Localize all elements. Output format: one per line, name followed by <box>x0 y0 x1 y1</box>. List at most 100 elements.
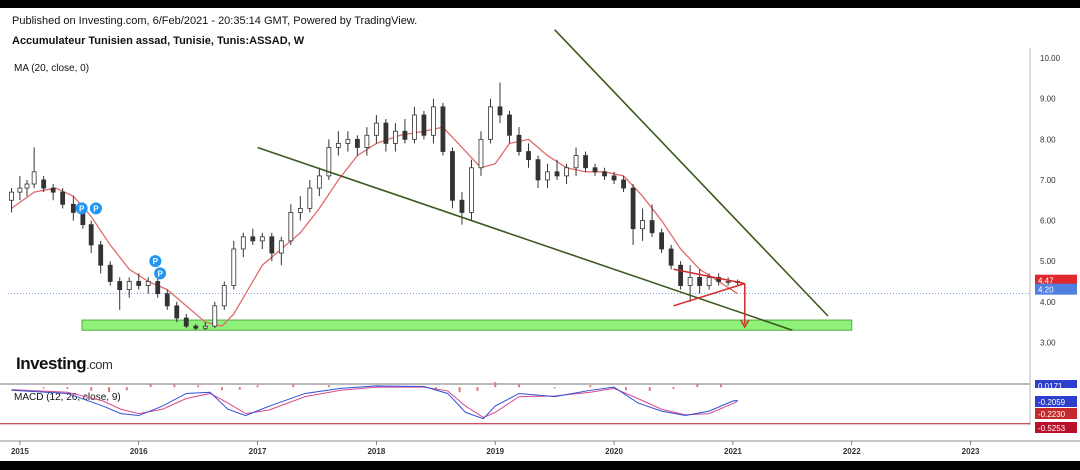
trend-line <box>257 146 793 331</box>
macd-value-label: -0.2059 <box>1035 396 1077 407</box>
candle-body <box>364 134 370 148</box>
macd-hist-bar <box>696 384 699 388</box>
macd-pane <box>0 382 1030 425</box>
signal-value-label: -0.2230 <box>1035 408 1077 419</box>
candle-body <box>31 171 37 185</box>
candle-body <box>564 167 569 177</box>
candle-body <box>573 155 579 169</box>
macd-hist-bar <box>624 387 627 391</box>
x-tick-label: 2018 <box>367 447 385 456</box>
candle-body <box>459 199 465 213</box>
signal-value-label-bg <box>1035 408 1077 419</box>
y-tick-label: 6.00 <box>1040 217 1056 226</box>
value-labels: 4.474.20 0.0171 -0.2059 -0.2230 -0.5253 <box>1035 274 1077 433</box>
candle-body <box>212 305 218 327</box>
p-marker[interactable]: P <box>154 267 167 280</box>
candle-body <box>259 236 265 242</box>
p-marker[interactable]: P <box>149 255 162 268</box>
candle-body <box>60 191 66 205</box>
x-tick-label: 2019 <box>486 447 504 456</box>
candle-body <box>611 175 617 181</box>
hist-value-label: -0.5253 <box>1035 422 1077 433</box>
macd-top-label-bg <box>1035 380 1077 388</box>
candle-body <box>354 138 360 148</box>
x-tick-label: 2021 <box>724 447 742 456</box>
candle-body <box>269 236 275 254</box>
candle-body <box>288 212 294 242</box>
macd-hist-bar <box>553 387 556 389</box>
last-price-label-bg <box>1035 274 1077 286</box>
candle-body <box>41 179 47 189</box>
candle-body <box>240 236 246 250</box>
candle-body <box>17 187 23 193</box>
candle-body <box>640 220 645 230</box>
candle-body <box>117 281 123 290</box>
candle-body <box>126 281 132 290</box>
y-tick-label: 5.00 <box>1040 257 1056 266</box>
candle-body <box>554 171 560 177</box>
macd-hist-bar <box>672 387 675 390</box>
x-tick-label: 2015 <box>11 447 29 456</box>
macd-hist-bar <box>66 387 69 390</box>
p-marker-circle <box>154 267 167 280</box>
candle-body <box>136 281 142 286</box>
candle-body <box>326 147 332 177</box>
p-marker[interactable]: P <box>89 202 102 215</box>
candle-body <box>316 175 322 189</box>
candle-body <box>335 143 341 148</box>
signal-value-label-text: -0.2230 <box>1038 410 1066 419</box>
candle-body <box>516 134 522 152</box>
axes: 3.00 4.00 5.00 6.00 7.00 8.00 9.00 10.00 2015 201… <box>0 48 1080 456</box>
candle-body <box>469 167 474 213</box>
macd-hist-bar <box>256 385 259 388</box>
macd-hist-bar <box>375 385 378 388</box>
candle-body <box>345 138 351 144</box>
candle-body <box>621 179 626 189</box>
candle-body <box>202 325 208 329</box>
macd-indicator-label: MACD (12, 26, close, 9) <box>14 392 121 403</box>
macd-hist-bar <box>589 385 592 388</box>
y-tick-label: 10.00 <box>1040 54 1061 63</box>
candle-body <box>145 281 151 286</box>
triangle-pattern <box>673 268 750 329</box>
candle-body <box>421 114 427 136</box>
instrument-title: Accumulateur Tunisien assad, Tunisie, Tu… <box>12 35 305 47</box>
investing-logo: Investing.com <box>16 354 113 374</box>
macd-value-label-text: -0.2059 <box>1038 398 1066 407</box>
last-price-label: 4.47 <box>1035 274 1077 286</box>
candle-body <box>88 224 94 246</box>
candle-body <box>630 187 636 230</box>
x-tick-label: 2017 <box>249 447 267 456</box>
macd-hist-bar <box>720 383 723 388</box>
candle-body <box>583 155 588 169</box>
candle-body <box>307 187 313 209</box>
candle-body <box>526 151 531 161</box>
candle-body <box>488 106 493 140</box>
p-marker[interactable]: P <box>75 202 88 215</box>
ma-indicator-label: MA (20, close, 0) <box>14 63 90 74</box>
candle-body <box>24 183 30 189</box>
macd-hist-bar <box>197 385 200 388</box>
hist-value-label-text: -0.5253 <box>1038 424 1066 433</box>
chart-canvas: Published on Investing.com, 6/Feb/2021 -… <box>0 8 1080 461</box>
y-tick-label: 4.00 <box>1040 298 1056 307</box>
support-zone-rect <box>81 319 853 331</box>
candle-body <box>687 277 693 286</box>
y-tick-label: 9.00 <box>1040 95 1056 104</box>
macd-hist-bar <box>648 387 651 391</box>
macd-hist-bar <box>327 385 330 388</box>
p-marker-circle <box>149 255 162 268</box>
macd-hist-bar <box>173 383 176 388</box>
y-tick-label: 8.00 <box>1040 135 1056 144</box>
candle-body <box>221 285 227 307</box>
trend-line <box>554 29 829 317</box>
macd-value-label-bg <box>1035 396 1077 407</box>
p-marker-circle <box>89 202 102 215</box>
breakdown-arrowhead <box>740 319 750 329</box>
candle-body <box>231 248 237 286</box>
price-chart-svg[interactable]: P PPP 3.004.005.006.007.008.009.0010.0020… <box>0 8 1080 461</box>
candle-body <box>193 325 199 329</box>
candle-body <box>478 138 484 169</box>
candle-body <box>98 244 104 266</box>
macd-hist-bar <box>292 384 295 388</box>
